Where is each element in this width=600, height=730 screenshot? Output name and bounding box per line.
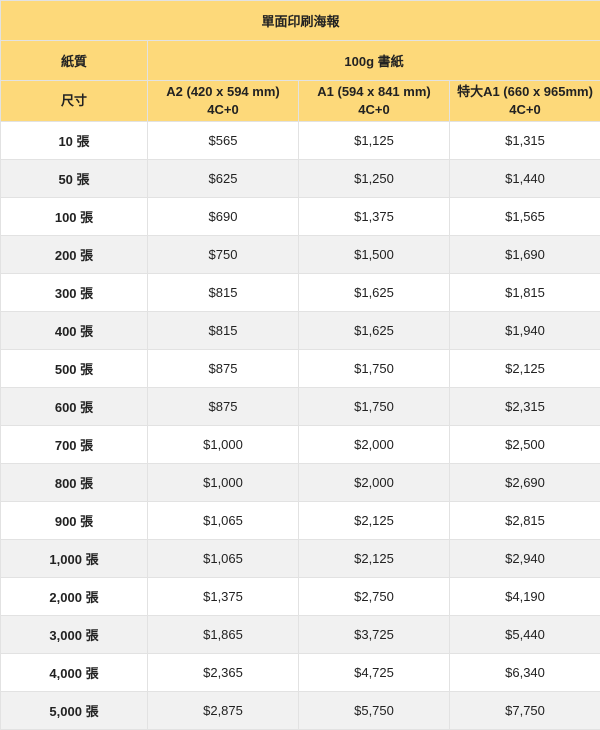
paper-label: 紙質 (0, 40, 148, 81)
price-cell: $1,690 (448, 235, 600, 274)
price-cell: $1,065 (147, 501, 299, 540)
quantity-cell: 800 張 (0, 463, 148, 502)
price-cell: $1,625 (298, 311, 450, 350)
size-name: A2 (420 x 594 mm) (166, 84, 280, 99)
price-cell: $1,500 (298, 235, 450, 274)
price-cell: $1,000 (147, 425, 299, 464)
price-cell: $2,875 (147, 691, 299, 730)
table-row: 1,000 張 $1,065 $2,125 $2,940 (0, 539, 600, 578)
quantity-cell: 900 張 (0, 501, 148, 540)
price-cell: $875 (147, 349, 299, 388)
price-cell: $2,000 (298, 463, 450, 502)
size-header-xl-a1: 特大A1 (660 x 965mm) 4C+0 (448, 80, 600, 122)
price-cell: $4,725 (298, 653, 450, 692)
size-label: 尺寸 (0, 80, 148, 122)
price-cell: $2,125 (298, 501, 450, 540)
table-row: 2,000 張 $1,375 $2,750 $4,190 (0, 577, 600, 616)
price-cell: $1,000 (147, 463, 299, 502)
table-row: 400 張 $815 $1,625 $1,940 (0, 311, 600, 350)
quantity-cell: 2,000 張 (0, 577, 148, 616)
size-spec: 4C+0 (358, 102, 390, 117)
price-cell: $2,500 (448, 425, 600, 464)
price-cell: $1,865 (147, 615, 299, 654)
size-spec: 4C+0 (509, 102, 541, 117)
size-header-a2: A2 (420 x 594 mm) 4C+0 (147, 80, 299, 122)
price-cell: $1,440 (448, 159, 600, 198)
size-spec: 4C+0 (207, 102, 239, 117)
price-cell: $815 (147, 311, 299, 350)
price-cell: $1,375 (298, 197, 450, 236)
quantity-cell: 600 張 (0, 387, 148, 426)
price-cell: $1,625 (298, 273, 450, 312)
price-cell: $750 (147, 235, 299, 274)
price-cell: $2,125 (298, 539, 450, 578)
price-cell: $3,725 (298, 615, 450, 654)
price-cell: $690 (147, 197, 299, 236)
table-row: 3,000 張 $1,865 $3,725 $5,440 (0, 615, 600, 654)
price-cell: $2,365 (147, 653, 299, 692)
price-cell: $4,190 (448, 577, 600, 616)
price-cell: $1,125 (298, 121, 450, 160)
quantity-cell: 300 張 (0, 273, 148, 312)
price-cell: $565 (147, 121, 299, 160)
table-row: 200 張 $750 $1,500 $1,690 (0, 235, 600, 274)
price-cell: $1,750 (298, 387, 450, 426)
table-row: 100 張 $690 $1,375 $1,565 (0, 197, 600, 236)
quantity-cell: 50 張 (0, 159, 148, 198)
price-cell: $2,125 (448, 349, 600, 388)
quantity-cell: 100 張 (0, 197, 148, 236)
quantity-cell: 500 張 (0, 349, 148, 388)
table-row: 700 張 $1,000 $2,000 $2,500 (0, 425, 600, 464)
table-row: 300 張 $815 $1,625 $1,815 (0, 273, 600, 312)
price-cell: $2,690 (448, 463, 600, 502)
quantity-cell: 700 張 (0, 425, 148, 464)
price-cell: $2,000 (298, 425, 450, 464)
quantity-cell: 200 張 (0, 235, 148, 274)
quantity-cell: 1,000 張 (0, 539, 148, 578)
price-cell: $1,815 (448, 273, 600, 312)
size-name: 特大A1 (660 x 965mm) (457, 84, 593, 99)
quantity-cell: 10 張 (0, 121, 148, 160)
price-cell: $2,315 (448, 387, 600, 426)
size-name: A1 (594 x 841 mm) (317, 84, 431, 99)
price-cell: $2,940 (448, 539, 600, 578)
table-row: 800 張 $1,000 $2,000 $2,690 (0, 463, 600, 502)
table-row: 50 張 $625 $1,250 $1,440 (0, 159, 600, 198)
table-row: 5,000 張 $2,875 $5,750 $7,750 (0, 691, 600, 730)
price-cell: $1,750 (298, 349, 450, 388)
table-row: 600 張 $875 $1,750 $2,315 (0, 387, 600, 426)
table-title: 單面印刷海報 (0, 0, 600, 41)
quantity-cell: 4,000 張 (0, 653, 148, 692)
quantity-cell: 5,000 張 (0, 691, 148, 730)
price-cell: $1,315 (448, 121, 600, 160)
table-row: 500 張 $875 $1,750 $2,125 (0, 349, 600, 388)
price-cell: $2,815 (448, 501, 600, 540)
price-cell: $1,065 (147, 539, 299, 578)
price-cell: $625 (147, 159, 299, 198)
price-cell: $6,340 (448, 653, 600, 692)
price-cell: $5,440 (448, 615, 600, 654)
price-cell: $1,375 (147, 577, 299, 616)
table-row: 10 張 $565 $1,125 $1,315 (0, 121, 600, 160)
table-row: 900 張 $1,065 $2,125 $2,815 (0, 501, 600, 540)
price-cell: $5,750 (298, 691, 450, 730)
price-cell: $2,750 (298, 577, 450, 616)
quantity-cell: 3,000 張 (0, 615, 148, 654)
price-cell: $1,940 (448, 311, 600, 350)
paper-value: 100g 書紙 (146, 40, 600, 81)
price-cell: $1,250 (298, 159, 450, 198)
size-header-a1: A1 (594 x 841 mm) 4C+0 (298, 80, 450, 122)
quantity-cell: 400 張 (0, 311, 148, 350)
price-cell: $815 (147, 273, 299, 312)
table-row: 4,000 張 $2,365 $4,725 $6,340 (0, 653, 600, 692)
price-cell: $1,565 (448, 197, 600, 236)
price-cell: $7,750 (448, 691, 600, 730)
price-cell: $875 (147, 387, 299, 426)
